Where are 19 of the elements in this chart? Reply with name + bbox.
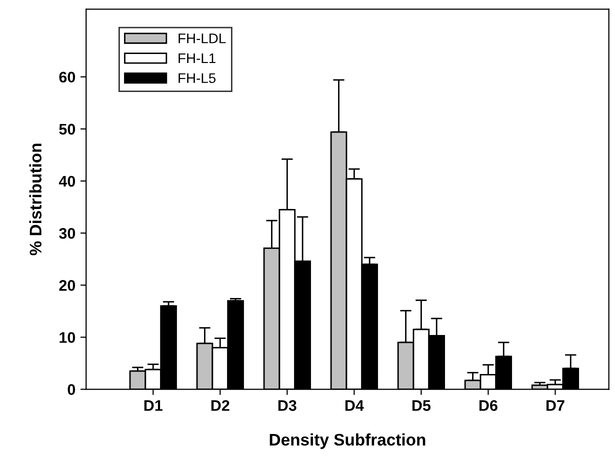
x-tick-label: D4 <box>345 400 364 411</box>
x-tick-label: D1 <box>144 400 162 411</box>
legend-label: FH-LDL <box>178 34 226 44</box>
legend-label: FH-L1 <box>178 53 216 64</box>
y-tick-label: 0 <box>68 384 76 395</box>
y-tick-label: 30 <box>59 228 76 239</box>
y-tick-label: 20 <box>59 280 76 291</box>
x-tick-label: D7 <box>546 400 564 411</box>
x-tick-label: D3 <box>278 400 296 411</box>
legend-label: FH-L5 <box>178 73 216 84</box>
x-tick-label: D2 <box>211 400 230 411</box>
y-tick-label: 60 <box>59 72 76 83</box>
x-axis-title: Density Subfraction <box>270 433 426 449</box>
y-tick-label: 40 <box>58 176 76 187</box>
y-tick-label: 50 <box>59 124 76 135</box>
x-tick-label: D6 <box>479 400 498 411</box>
y-axis-title: % Distribution <box>29 144 42 256</box>
y-tick-label: 10 <box>60 332 76 343</box>
x-tick-label: D5 <box>412 400 431 411</box>
